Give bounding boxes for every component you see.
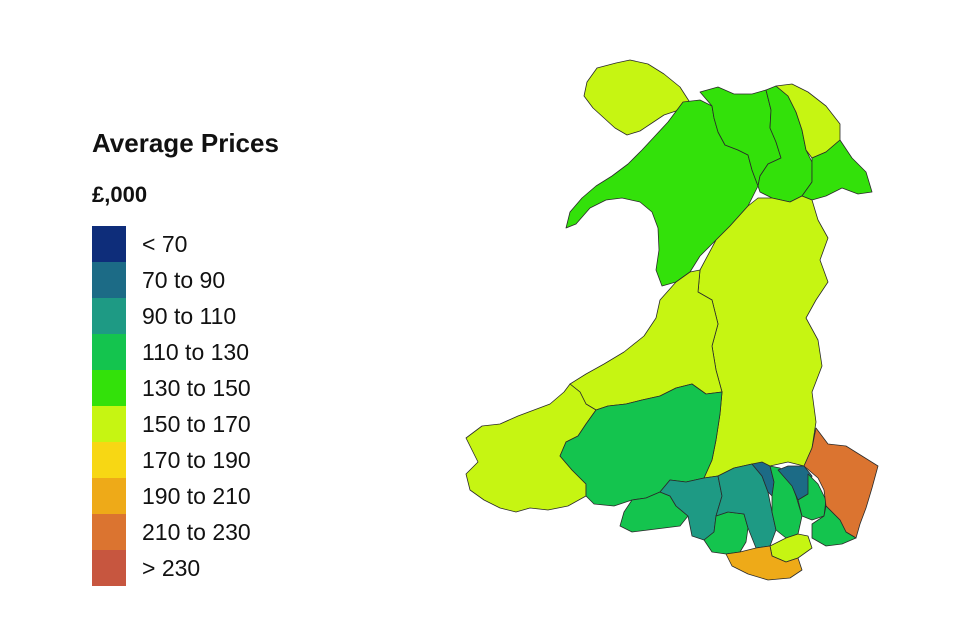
legend-item: 210 to 230 [92, 514, 251, 550]
legend-item: 110 to 130 [92, 334, 251, 370]
legend-swatch [92, 298, 126, 334]
legend-item: > 230 [92, 550, 251, 586]
legend-label: 210 to 230 [142, 518, 251, 545]
legend-swatch [92, 442, 126, 478]
region-newport[interactable] [811, 505, 857, 547]
legend-swatch [92, 334, 126, 370]
legend-swatch [92, 406, 126, 442]
legend-swatch [92, 370, 126, 406]
legend-label: 130 to 150 [142, 374, 251, 401]
legend-swatch [92, 550, 126, 586]
region-torfaen[interactable] [797, 473, 827, 521]
region-monmouthshire[interactable] [803, 427, 879, 539]
legend-title: Average Prices [92, 128, 279, 158]
legend-label: 110 to 130 [142, 338, 250, 365]
legend-item: 150 to 170 [92, 406, 251, 442]
legend-item: 130 to 150 [92, 370, 251, 406]
legend-item: 70 to 90 [92, 262, 251, 298]
legend-item: 190 to 210 [92, 478, 251, 514]
legend-unit: £,000 [92, 182, 148, 207]
legend-label: 190 to 210 [142, 482, 251, 509]
legend-item: 170 to 190 [92, 442, 251, 478]
legend-swatch [92, 262, 126, 298]
legend-label: 170 to 190 [142, 446, 251, 473]
legend-swatch [92, 226, 126, 262]
legend-label: 70 to 90 [142, 266, 226, 293]
legend-label: > 230 [142, 554, 201, 581]
legend-label: 90 to 110 [142, 302, 237, 329]
legend-swatch [92, 514, 126, 550]
legend-item: 90 to 110 [92, 298, 251, 334]
region-vale-of-glamorgan[interactable] [725, 545, 803, 581]
legend-label: 150 to 170 [142, 410, 251, 437]
region-powys[interactable] [697, 195, 829, 479]
legend-label: < 70 [142, 230, 188, 257]
legend-swatch [92, 478, 126, 514]
legend-items: < 70 70 to 90 90 to 110 110 to 130 130 t… [92, 226, 251, 586]
legend-item: < 70 [92, 226, 251, 262]
region-anglesey[interactable] [583, 59, 690, 136]
